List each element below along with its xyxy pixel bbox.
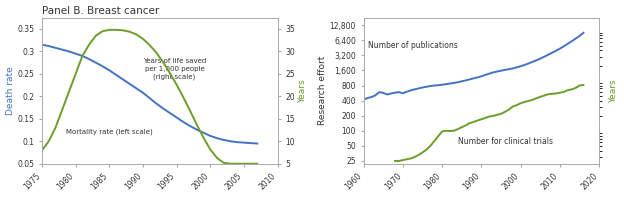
Text: Mortality rate (left scale): Mortality rate (left scale) bbox=[66, 129, 152, 135]
Y-axis label: Death rate: Death rate bbox=[6, 66, 14, 115]
Text: Number of publications: Number of publications bbox=[368, 41, 457, 50]
Y-axis label: Years: Years bbox=[610, 79, 618, 103]
Y-axis label: Research effort: Research effort bbox=[318, 56, 327, 125]
Text: Number for clinical trials: Number for clinical trials bbox=[458, 137, 553, 146]
Text: Panel B. Breast cancer: Panel B. Breast cancer bbox=[42, 6, 159, 16]
Y-axis label: Years: Years bbox=[298, 79, 307, 103]
Text: Years of life saved
per 1,000 people
(right scale): Years of life saved per 1,000 people (ri… bbox=[143, 58, 206, 80]
